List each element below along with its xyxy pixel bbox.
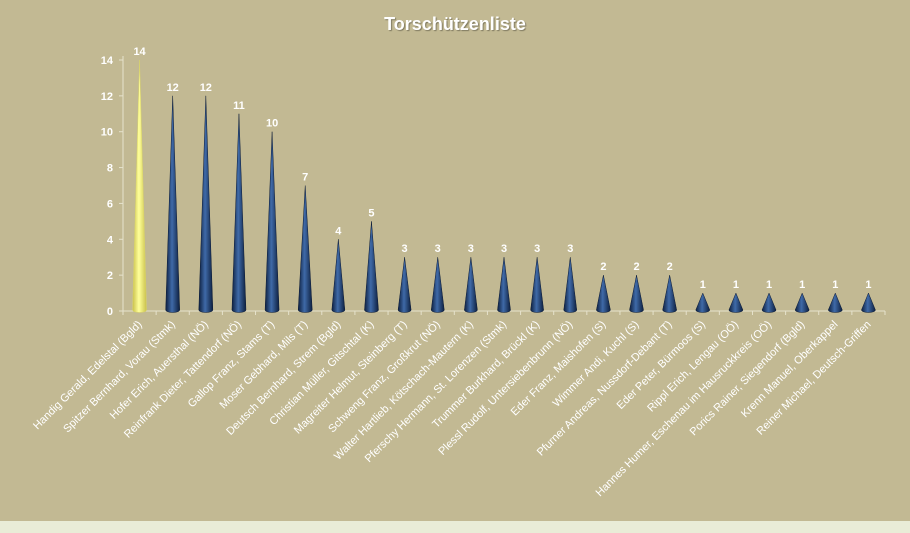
bar-cone — [828, 292, 843, 313]
bar-cone — [497, 257, 511, 313]
data-label: 12 — [167, 82, 179, 94]
data-label: 7 — [302, 172, 308, 184]
chart-title: Torschützenliste — [384, 14, 526, 34]
bar-cone — [728, 292, 744, 313]
y-tick-label: 8 — [107, 163, 113, 175]
data-label: 3 — [501, 243, 507, 255]
data-label: 1 — [865, 279, 871, 291]
bar-cone — [695, 292, 711, 313]
bar-cone — [861, 292, 876, 313]
y-tick-label: 14 — [101, 55, 114, 67]
data-label: 3 — [534, 243, 540, 255]
bar-cone — [794, 292, 810, 313]
data-label: 1 — [799, 279, 805, 291]
bar-cone — [464, 257, 478, 313]
bar-cone — [563, 257, 578, 313]
bar-cone — [530, 257, 544, 313]
bottom-strip — [0, 521, 910, 533]
y-tick-label: 6 — [107, 198, 113, 210]
bar-cone — [297, 185, 313, 313]
data-label: 2 — [600, 261, 606, 273]
data-label: 4 — [335, 225, 342, 237]
data-label: 1 — [700, 279, 706, 291]
data-label: 2 — [667, 261, 673, 273]
y-tick-label: 10 — [101, 127, 113, 139]
data-label: 3 — [567, 243, 573, 255]
bar-cone — [430, 257, 445, 313]
data-label: 1 — [766, 279, 772, 291]
data-label: 3 — [402, 243, 408, 255]
bar-cone — [231, 113, 247, 313]
data-label: 14 — [133, 46, 146, 58]
bar-cone — [331, 239, 346, 313]
data-label: 5 — [368, 207, 374, 219]
bar-cone — [364, 221, 379, 313]
data-label: 3 — [468, 243, 474, 255]
data-label: 2 — [633, 261, 639, 273]
y-tick-label: 2 — [107, 270, 113, 282]
data-label: 1 — [733, 279, 739, 291]
bar-cone — [596, 275, 611, 313]
bar-cone — [761, 292, 777, 313]
data-label: 1 — [832, 279, 838, 291]
y-tick-label: 0 — [107, 306, 113, 318]
data-label: 12 — [200, 82, 212, 94]
y-tick-label: 4 — [107, 234, 114, 246]
bar-cone — [165, 95, 180, 313]
data-label: 10 — [266, 118, 278, 130]
y-tick-label: 12 — [101, 91, 113, 103]
bar-cone — [662, 275, 677, 313]
bar-cone — [132, 59, 147, 313]
bar-cone — [198, 95, 214, 313]
data-label: 3 — [435, 243, 441, 255]
bar-cone — [264, 131, 280, 313]
data-label: 11 — [233, 100, 245, 112]
bar-cone — [629, 275, 644, 313]
bar-cone — [397, 257, 412, 313]
